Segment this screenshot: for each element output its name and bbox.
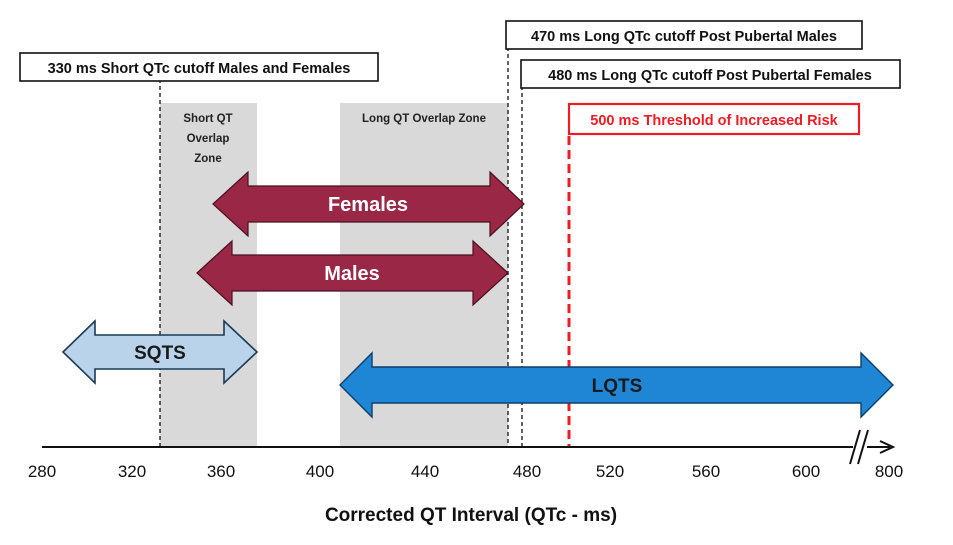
tick-label: 600 bbox=[792, 462, 820, 481]
long-qtc-males-label-box bbox=[505, 20, 863, 50]
short-qt-zone-label-line2: Overlap bbox=[187, 133, 230, 145]
tick-label: 320 bbox=[118, 462, 146, 481]
tick-label: 520 bbox=[596, 462, 624, 481]
axis-break bbox=[849, 429, 869, 465]
tick-label: 440 bbox=[411, 462, 439, 481]
threshold-label: 500 ms Threshold of Increased Risk bbox=[590, 113, 838, 129]
x-axis-arrowhead bbox=[879, 440, 896, 454]
long-qtc-males-label: 470 ms Long QTc cutoff Post Pubertal Mal… bbox=[531, 29, 837, 45]
short-qtc-label-box bbox=[19, 52, 379, 82]
short-qt-zone-label-line3: Zone bbox=[194, 153, 221, 165]
short-qt-zone-label-line1: Short QT bbox=[183, 113, 232, 125]
sqts-label: SQTS bbox=[134, 343, 186, 364]
tick-label: 280 bbox=[28, 462, 56, 481]
males-label: Males bbox=[324, 263, 380, 285]
long-qt-zone-label: Long QT Overlap Zone bbox=[362, 113, 486, 125]
females-label: Females bbox=[328, 194, 408, 216]
males-range-arrow bbox=[196, 239, 509, 307]
threshold-label-box bbox=[567, 102, 861, 136]
axis-title: Corrected QT Interval (QTc - ms) bbox=[325, 505, 617, 526]
short-qtc-label: 330 ms Short QTc cutoff Males and Female… bbox=[48, 61, 351, 77]
tick-label: 480 bbox=[513, 462, 541, 481]
tick-label: 800 bbox=[875, 462, 903, 481]
long-qtc-females-label-box bbox=[520, 59, 901, 89]
tick-label: 360 bbox=[207, 462, 235, 481]
lqts-range-arrow bbox=[339, 351, 894, 419]
lqts-label: LQTS bbox=[592, 376, 643, 397]
sqts-range-arrow bbox=[61, 319, 259, 385]
tick-label: 560 bbox=[692, 462, 720, 481]
tick-label: 400 bbox=[306, 462, 334, 481]
females-range-arrow bbox=[212, 170, 525, 238]
long-qtc-females-label: 480 ms Long QTc cutoff Post Pubertal Fem… bbox=[548, 68, 872, 84]
